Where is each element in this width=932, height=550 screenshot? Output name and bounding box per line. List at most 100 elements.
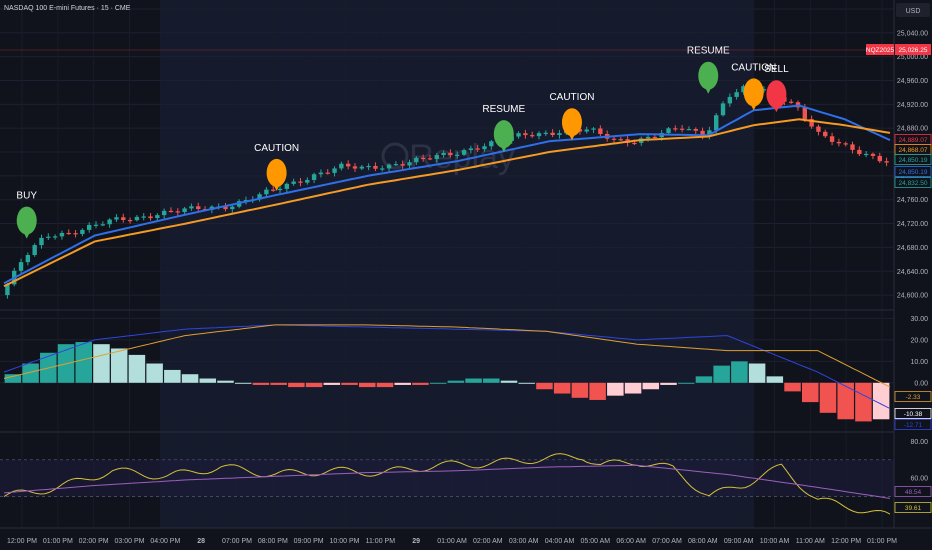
currency-button[interactable]	[896, 3, 930, 17]
time-tick-label: 12:00 PM	[7, 538, 37, 545]
candle-body	[802, 107, 808, 120]
signal-pointer	[773, 106, 780, 113]
candle-body	[884, 161, 889, 163]
candle-body	[332, 168, 337, 173]
macd-histogram-bar	[4, 374, 22, 383]
macd-signal-line	[3, 324, 891, 388]
candle-body	[86, 224, 92, 230]
time-tick-label: 11:00 PM	[366, 538, 396, 545]
price-tick-label: 24,720.00	[897, 221, 928, 228]
signal-marker-sell[interactable]	[766, 80, 787, 109]
price-tick-label: 25,000.00	[897, 54, 928, 61]
signal-label: RESUME	[687, 46, 730, 57]
candle-body	[277, 188, 283, 191]
macd-histogram-bar	[252, 382, 270, 385]
price-value-badge	[894, 154, 932, 165]
time-tick-label: 05:00 AM	[581, 538, 611, 545]
price-tick-label: 25,040.00	[897, 30, 928, 37]
time-tick-label: 01:00 PM	[43, 538, 73, 545]
time-tick-label: 02:00 PM	[79, 538, 109, 545]
rsi-ma-line	[3, 464, 891, 499]
candle-body	[720, 103, 726, 116]
macd-histogram-bar	[748, 363, 766, 383]
signal-label: RESUME	[482, 104, 525, 115]
candle-body	[414, 157, 419, 163]
macd-histogram-bar	[589, 382, 606, 400]
candle-body	[455, 154, 460, 156]
macd-panel[interactable]	[3, 324, 891, 422]
signal-marker-buy[interactable]	[16, 206, 37, 235]
time-tick-label: 03:00 AM	[509, 538, 539, 545]
macd-histogram-bar	[660, 382, 677, 385]
price-value-label: 24,868.07	[899, 147, 928, 154]
candle-body	[407, 162, 412, 166]
macd-value-badge	[894, 391, 932, 402]
rsi-value-label: 39.61	[905, 505, 922, 512]
macd-histogram-bar	[181, 374, 199, 383]
time-tick-label: 08:00 AM	[688, 538, 718, 545]
macd-histogram-bar	[855, 382, 872, 422]
time-axis[interactable]: 12:00 PM 01:00 PM 02:00 PM 03:00 PM 04:00 PM…	[0, 527, 932, 550]
macd-tick-label: 30.00	[910, 316, 928, 323]
candle-body	[836, 141, 842, 144]
time-tick-label: 01:00 PM	[867, 538, 897, 545]
signal-marker-resume[interactable]	[493, 120, 514, 149]
rsi-panel[interactable]	[0, 453, 894, 515]
signal-marker-caution[interactable]	[561, 108, 582, 137]
candle-body	[134, 216, 140, 221]
candle-body	[189, 206, 194, 209]
candle-body	[230, 206, 235, 210]
macd-histogram-bar	[164, 369, 181, 383]
session-highlight	[160, 0, 754, 528]
signal-marker-resume[interactable]	[698, 61, 719, 90]
macd-value-badge	[894, 419, 932, 430]
macd-histogram-bar	[288, 382, 305, 388]
candle-body	[673, 128, 678, 130]
price-axis[interactable]	[894, 0, 932, 528]
signal-marker-caution[interactable]	[266, 158, 287, 187]
candle-body	[475, 148, 480, 150]
candle-body	[59, 232, 65, 237]
candle-body	[127, 220, 133, 222]
rsi-value-badge	[894, 486, 932, 497]
macd-histogram-bar	[146, 363, 163, 383]
candle-body	[761, 89, 767, 91]
candle-body	[529, 135, 535, 137]
candle-body	[489, 141, 494, 147]
signal-marker-caution[interactable]	[743, 78, 764, 107]
candle-body	[305, 179, 310, 183]
candle-body	[863, 153, 869, 156]
candle-body	[652, 136, 658, 139]
candle-body	[707, 130, 712, 137]
time-tick-label: 09:00 PM	[294, 538, 324, 545]
currency-label: USD	[906, 8, 921, 15]
price-tick-label: 24,960.00	[897, 78, 928, 85]
macd-histogram-bar	[429, 382, 447, 384]
macd-histogram-bar	[394, 382, 411, 385]
macd-value-badge	[894, 408, 932, 419]
candle-body	[80, 229, 85, 234]
time-tick-label: 07:00 AM	[652, 538, 682, 545]
symbol-tag-badge	[866, 44, 894, 55]
symbol-title[interactable]: NASDAQ 100 E-mini Futures · 15 · CME	[4, 5, 131, 12]
macd-histogram-bar	[110, 348, 128, 383]
price-value-label: 24,850.19	[899, 169, 928, 176]
candle-body	[114, 217, 119, 220]
candle-body	[591, 128, 596, 130]
candle-body	[461, 150, 467, 155]
time-tick-label: 10:00 AM	[760, 538, 790, 545]
rsi-tick-label: 80.00	[910, 439, 928, 446]
macd-histogram-bar	[234, 382, 252, 384]
macd-tick-label: 10.00	[910, 359, 928, 366]
candle-body	[339, 163, 344, 169]
candle-body	[714, 115, 719, 131]
candle-body	[318, 172, 324, 175]
candle-body	[482, 146, 487, 150]
signal-pointer	[23, 232, 30, 239]
candle-body	[121, 217, 126, 221]
candle-body	[468, 148, 474, 151]
candle-body	[271, 189, 276, 191]
ema-slow-line	[3, 118, 891, 288]
